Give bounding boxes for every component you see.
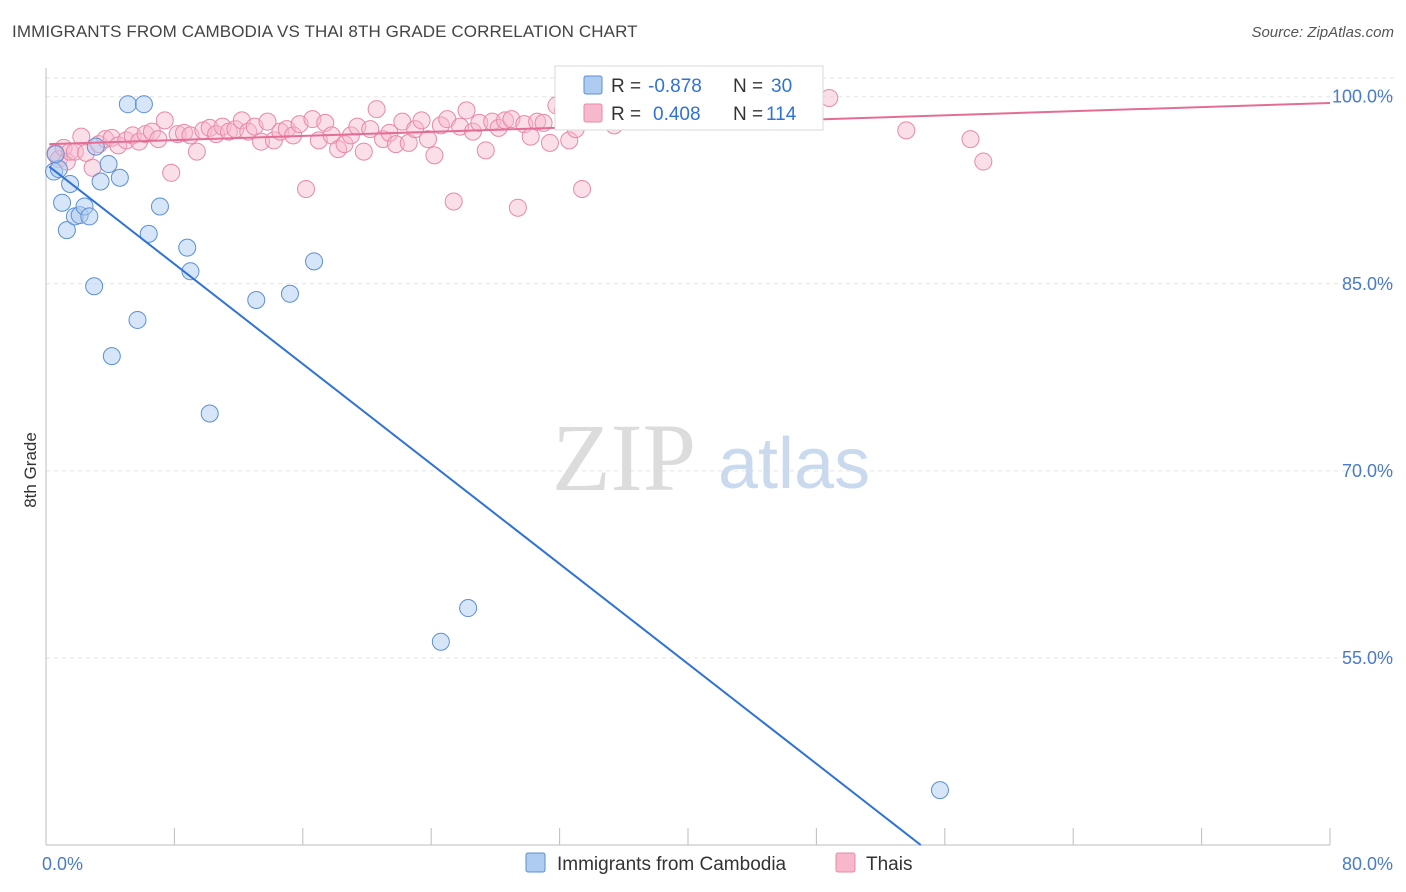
cambodia-point-28 xyxy=(459,599,478,618)
cambodia-point-29 xyxy=(930,781,949,800)
thai-point-19 xyxy=(155,111,174,130)
thai-point-55 xyxy=(386,135,405,154)
thai-point-82 xyxy=(560,131,579,150)
cambodia-point-4 xyxy=(57,221,76,240)
thai-point-35 xyxy=(258,112,277,131)
legend-r-label-1: R = xyxy=(611,76,641,97)
legend-r-value-1: -0.878 xyxy=(648,76,702,97)
thai-point-79 xyxy=(540,133,559,152)
thai-point-76 xyxy=(521,127,540,146)
y-tick-label-3: 100.0% xyxy=(1332,87,1393,107)
bottom-legend-swatch-thai xyxy=(835,852,856,873)
cambodia-point-2 xyxy=(46,145,65,164)
legend-r-label-2: R = xyxy=(611,104,641,125)
thai-point-24 xyxy=(187,142,206,161)
y-tick-label-2: 85.0% xyxy=(1342,274,1393,294)
thai-point-69 xyxy=(476,141,495,160)
legend-n-label-1: N = xyxy=(733,76,763,97)
thai-point-20 xyxy=(162,163,181,182)
thai-point-41 xyxy=(297,179,316,198)
bottom-legend-label-thai: Thais xyxy=(866,854,912,875)
cambodia-point-14 xyxy=(118,95,137,114)
thai-point-74 xyxy=(508,198,527,217)
gridlines xyxy=(46,77,1395,659)
thai-point-60 xyxy=(418,130,437,149)
watermark-zip: ZIP xyxy=(552,404,696,511)
stats-legend: R = -0.878 N = 30 R = 0.408 N = 114 xyxy=(554,65,824,131)
cambodia-point-21 xyxy=(128,310,147,329)
thai-point-66 xyxy=(457,101,476,120)
thai-point-111 xyxy=(897,121,916,140)
y-axis-label: 8th Grade xyxy=(21,432,40,508)
thai-point-21 xyxy=(168,125,187,144)
cambodia-point-16 xyxy=(139,224,158,243)
cambodia-point-22 xyxy=(102,347,121,366)
legend-n-value-1: 30 xyxy=(771,76,792,97)
cambodia-point-17 xyxy=(150,197,169,216)
cambodia-point-20 xyxy=(85,277,104,296)
thai-point-18 xyxy=(149,130,168,149)
series-legend: Immigrants from Cambodia Thais xyxy=(525,852,912,875)
watermark-atlas: atlas xyxy=(718,424,870,504)
x-tick-label-1: 80.0% xyxy=(1342,854,1393,874)
thai-point-71 xyxy=(489,118,508,137)
cambodia-point-25 xyxy=(280,284,299,303)
thai-point-52 xyxy=(367,100,386,119)
legend-r-value-2: 0.408 xyxy=(653,104,701,125)
x-tick-labels: 0.0% 80.0% xyxy=(42,854,1393,874)
cambodia-point-15 xyxy=(134,95,153,114)
cambodia-point-26 xyxy=(305,252,324,271)
thai-point-77 xyxy=(528,112,547,131)
thai-point-112 xyxy=(961,130,980,149)
cambodia-point-18 xyxy=(178,238,197,257)
y-tick-label-0: 55.0% xyxy=(1342,648,1393,668)
legend-n-label-2: N = xyxy=(733,104,763,125)
cambodia-point-9 xyxy=(80,207,99,226)
legend-n-value-2: 114 xyxy=(766,104,797,125)
y-tick-labels: 55.0% 70.0% 85.0% 100.0% xyxy=(1332,87,1393,668)
cambodia-point-12 xyxy=(99,155,118,174)
thai-point-59 xyxy=(412,111,431,130)
thai-point-50 xyxy=(354,142,373,161)
legend-swatch-cambodia xyxy=(583,75,603,95)
thai-points xyxy=(46,88,993,217)
thai-point-61 xyxy=(425,146,444,165)
axes xyxy=(45,68,1331,846)
cambodia-points xyxy=(45,95,949,800)
thai-point-6 xyxy=(72,127,91,146)
chart-title: IMMIGRANTS FROM CAMBODIA VS THAI 8TH GRA… xyxy=(12,22,638,41)
cambodia-point-11 xyxy=(91,172,110,191)
cambodia-point-24 xyxy=(247,290,266,309)
cambodia-point-19 xyxy=(181,262,200,281)
bottom-legend-swatch-cambodia xyxy=(525,852,546,873)
x-tick-label-0: 0.0% xyxy=(42,854,83,874)
thai-point-64 xyxy=(444,192,463,211)
cambodia-point-3 xyxy=(53,193,72,212)
y-tick-label-1: 70.0% xyxy=(1342,461,1393,481)
watermark: ZIP atlas xyxy=(552,404,870,511)
thai-point-68 xyxy=(470,113,489,132)
cambodia-point-10 xyxy=(86,137,105,156)
legend-swatch-thai xyxy=(583,103,603,123)
thai-point-84 xyxy=(573,179,592,198)
bottom-legend-label-cambodia: Immigrants from Cambodia xyxy=(557,854,787,875)
source-label: Source: ZipAtlas.com xyxy=(1251,24,1394,41)
cambodia-point-23 xyxy=(200,404,219,423)
thai-point-113 xyxy=(974,152,993,171)
cambodia-point-27 xyxy=(431,632,450,651)
cambodia-trendline xyxy=(48,165,922,846)
cambodia-point-13 xyxy=(110,168,129,187)
